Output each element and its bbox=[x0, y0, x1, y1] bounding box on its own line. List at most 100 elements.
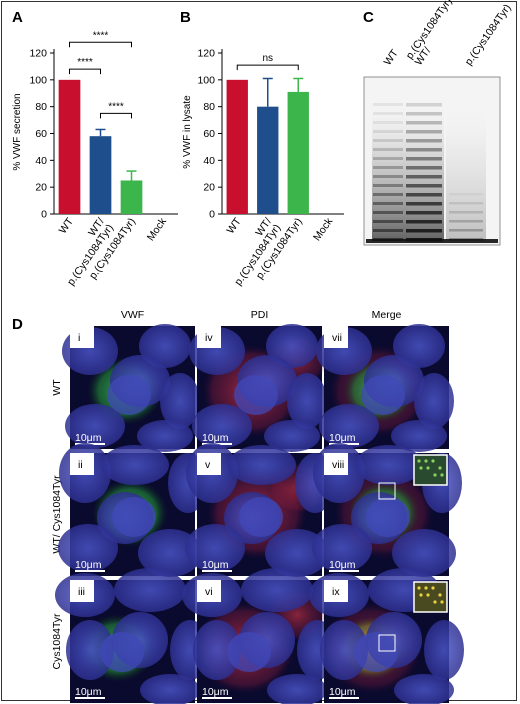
microscopy-row-labels: WT WT/ Cys1084Tyr Cys1084Tyr bbox=[51, 379, 63, 670]
numeral-box bbox=[197, 453, 221, 475]
gel-band bbox=[406, 193, 442, 197]
gel-band bbox=[373, 175, 403, 178]
inset-puncta bbox=[419, 593, 423, 597]
panel-numeral: vi bbox=[205, 586, 213, 598]
nucleus bbox=[264, 420, 320, 452]
nucleus bbox=[66, 620, 114, 680]
numeral-box bbox=[70, 453, 94, 475]
zoom-inset bbox=[413, 454, 448, 486]
inset-roi bbox=[378, 634, 396, 652]
nucleus bbox=[266, 324, 318, 368]
panel-label-b: B bbox=[180, 9, 191, 26]
gel-band bbox=[373, 166, 403, 169]
nucleus bbox=[65, 404, 125, 448]
significance-label: ns bbox=[262, 53, 273, 64]
nucleus bbox=[391, 420, 447, 452]
panel-numeral: iv bbox=[205, 332, 213, 344]
inset-puncta bbox=[424, 459, 428, 463]
gel-band bbox=[406, 184, 442, 188]
panel-numeral: ii bbox=[78, 459, 83, 471]
inset-puncta bbox=[426, 466, 430, 470]
y-tick-label: 100 bbox=[29, 74, 47, 86]
gel-band bbox=[406, 202, 442, 206]
numeral-box bbox=[70, 326, 94, 348]
microscopy-column-header: Merge bbox=[372, 309, 402, 321]
inset-puncta bbox=[426, 593, 430, 597]
nucleus bbox=[193, 620, 241, 680]
numeral-box bbox=[197, 326, 221, 348]
panel-numeral: ix bbox=[332, 586, 340, 598]
gel-band bbox=[406, 112, 442, 116]
panel-numeral: iii bbox=[78, 586, 85, 598]
gel-band bbox=[406, 175, 442, 179]
gel-band bbox=[373, 139, 403, 142]
bar bbox=[287, 91, 309, 214]
gel-band bbox=[406, 211, 442, 215]
y-tick-label: 0 bbox=[209, 209, 215, 221]
nucleus bbox=[185, 524, 245, 572]
numeral-box bbox=[70, 580, 94, 602]
gel-band bbox=[449, 229, 483, 232]
bar bbox=[58, 79, 81, 214]
y-axis-label: % VWF in lysate bbox=[182, 95, 193, 169]
microscopy-tile: viii 10μm bbox=[312, 443, 462, 577]
nucleus bbox=[227, 632, 271, 672]
nucleus bbox=[394, 674, 454, 704]
gel-band bbox=[373, 220, 403, 223]
y-tick-label: 60 bbox=[203, 128, 215, 140]
scale-bar-label: 10μm bbox=[75, 686, 102, 698]
scale-bar-label: 10μm bbox=[202, 559, 229, 571]
gel-band bbox=[406, 139, 442, 143]
microscopy-tile: vi 10μm bbox=[182, 568, 337, 704]
gel-band bbox=[449, 193, 483, 196]
gel-lane-labels: WT WT/p.(Cys1084Tyr) p.(Cys1084Tyr) bbox=[382, 0, 514, 68]
inset-puncta bbox=[440, 600, 444, 604]
microscopy-column-header: VWF bbox=[121, 309, 144, 321]
significance-bracket bbox=[69, 41, 132, 48]
nucleus bbox=[366, 497, 410, 537]
nucleus bbox=[319, 404, 379, 448]
microscopy-tiles: i 10μm iv 10μm vii 10μm ii 10μm v 10μm viii 10μm iii… bbox=[55, 324, 464, 704]
microscopy-grid: VWF PDI Merge WT WT/ Cys1084Tyr Cys1084Tyr i… bbox=[51, 309, 464, 704]
numeral-box bbox=[197, 580, 221, 602]
scale-bar-label: 10μm bbox=[202, 432, 229, 444]
inset-puncta bbox=[417, 586, 421, 590]
panel-label-c: C bbox=[363, 9, 374, 26]
gel-band bbox=[449, 202, 483, 205]
bar bbox=[120, 180, 143, 214]
microscopy-tile: ix 10μm bbox=[309, 568, 464, 704]
nucleus bbox=[139, 324, 191, 368]
gel-band bbox=[406, 103, 442, 107]
gel-lane-smear bbox=[446, 95, 486, 241]
y-tick-label: 120 bbox=[197, 48, 215, 60]
scale-bar-label: 10μm bbox=[329, 432, 356, 444]
y-tick-label: 20 bbox=[203, 182, 215, 194]
gel-band bbox=[406, 220, 442, 224]
microscopy-tile: iv 10μm bbox=[189, 324, 327, 452]
category-label: Mock bbox=[145, 215, 170, 243]
microscopy-tile: v 10μm bbox=[185, 443, 335, 577]
y-tick-label: 80 bbox=[35, 101, 47, 113]
significance-bracket bbox=[69, 68, 101, 75]
scale-bar-label: 10μm bbox=[202, 686, 229, 698]
significance-bracket bbox=[100, 112, 132, 119]
gel-band bbox=[406, 130, 442, 134]
microscopy-row-label: WT bbox=[51, 379, 63, 396]
gel-band bbox=[406, 148, 442, 152]
gel-band bbox=[449, 211, 483, 214]
panel-label-d: D bbox=[12, 316, 23, 333]
panel-numeral: v bbox=[205, 459, 211, 471]
numeral-box bbox=[324, 453, 348, 475]
y-tick-label: 60 bbox=[35, 128, 47, 140]
nucleus bbox=[320, 620, 368, 680]
category-label: WT bbox=[225, 215, 245, 236]
microscopy-tile: ii 10μm bbox=[58, 443, 208, 577]
microscopy-column-header: PDI bbox=[251, 309, 269, 321]
bar bbox=[89, 136, 112, 214]
gel-lane-label: WT/p.(Cys1084Tyr) bbox=[404, 0, 464, 68]
panel-numeral: viii bbox=[332, 459, 344, 471]
panel-numeral: vii bbox=[332, 332, 342, 344]
multimer-gel: WT WT/p.(Cys1084Tyr) p.(Cys1084Tyr) bbox=[363, 0, 514, 246]
gel-band bbox=[373, 229, 403, 232]
